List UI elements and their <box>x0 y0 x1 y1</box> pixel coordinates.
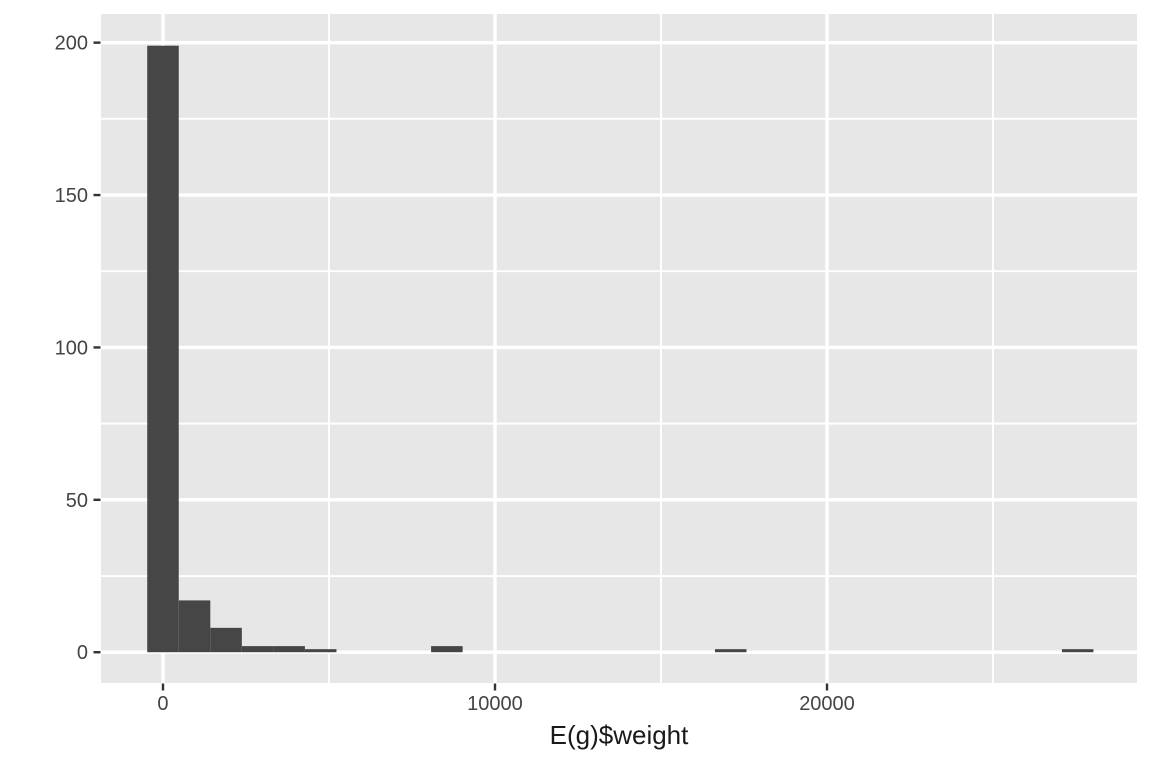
histogram-bar <box>431 646 463 653</box>
histogram-bar <box>273 646 305 653</box>
histogram-bar <box>714 649 747 653</box>
histogram-bar <box>304 649 337 653</box>
x-tick-label: 20000 <box>799 693 855 715</box>
histogram-bar <box>178 600 211 653</box>
x-tick-label: 0 <box>157 693 168 715</box>
x-axis-title: E(g)$weight <box>549 720 689 750</box>
y-tick-label: 100 <box>55 337 88 359</box>
histogram-bar <box>210 627 242 653</box>
y-tick-label: 150 <box>55 185 88 207</box>
y-tick-label: 50 <box>66 490 88 512</box>
histogram-bar <box>147 45 179 653</box>
x-tick-label: 10000 <box>467 693 523 715</box>
histogram-bar <box>241 646 274 653</box>
histogram-bar <box>1061 649 1094 653</box>
y-tick-label: 0 <box>77 642 88 664</box>
y-tick-label: 200 <box>55 33 88 55</box>
